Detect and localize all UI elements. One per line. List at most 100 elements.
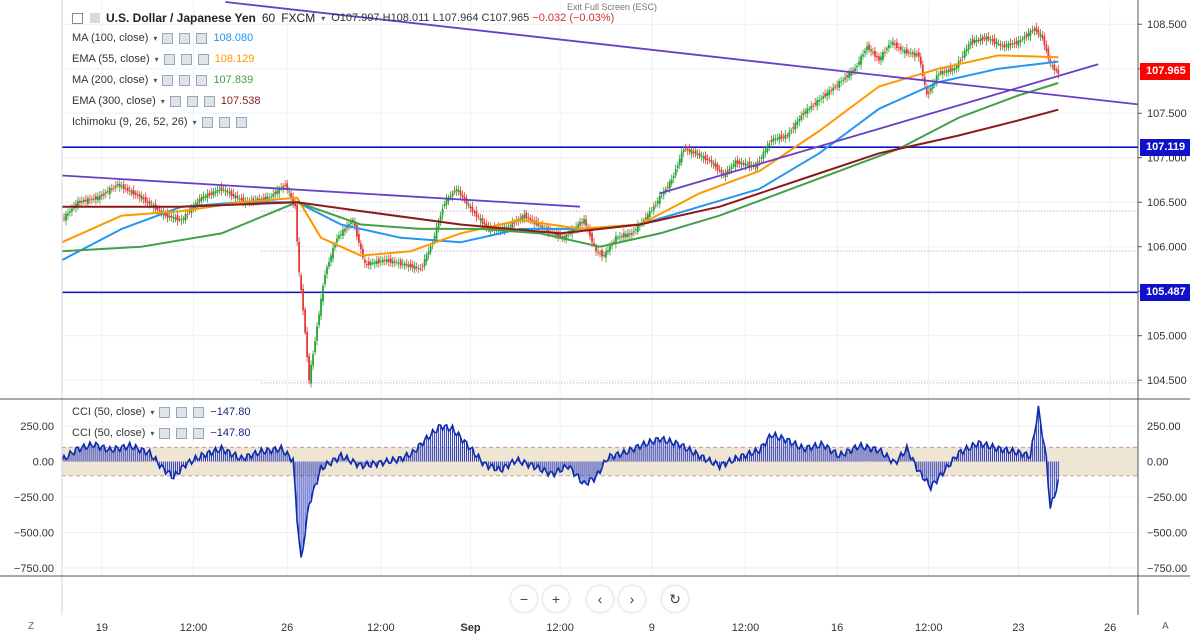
collapse-icon[interactable] <box>72 12 83 24</box>
settings-icon[interactable] <box>179 32 191 44</box>
settings-icon[interactable] <box>176 406 188 418</box>
corner-left-label[interactable]: Z <box>28 621 35 632</box>
horizontal-lines[interactable] <box>62 146 1138 294</box>
candle-body <box>619 236 621 238</box>
candle-body <box>328 262 330 267</box>
candle-body <box>959 59 962 61</box>
candle-body <box>613 241 615 243</box>
interval[interactable]: 60 <box>261 11 276 25</box>
candle-body <box>870 49 872 52</box>
eye-icon[interactable] <box>159 406 171 418</box>
candle-body <box>124 188 127 190</box>
settings-icon[interactable] <box>176 427 188 439</box>
cci-legend-label: CCI (50, close) <box>72 406 146 418</box>
axes <box>0 0 1190 615</box>
chevron-down-icon[interactable]: ▾ <box>153 33 158 43</box>
close-icon[interactable] <box>193 406 205 418</box>
candle-body <box>1025 34 1028 37</box>
candle-body <box>708 159 711 162</box>
legend-row[interactable]: Ichimoku (9, 26, 52, 26) ▾ <box>72 116 248 128</box>
candle-body <box>991 39 994 42</box>
candle-body <box>310 364 312 384</box>
eye-icon[interactable] <box>169 95 181 107</box>
candle-body <box>796 121 799 125</box>
candle-body <box>1031 30 1034 32</box>
candle-body <box>312 354 314 366</box>
chevron-down-icon[interactable]: ▾ <box>153 75 158 85</box>
trendlines[interactable] <box>61 1 1139 208</box>
settings-icon[interactable] <box>218 116 230 128</box>
candle-body <box>230 190 233 197</box>
symbol-name[interactable]: U.S. Dollar / Japanese Yen <box>106 11 256 25</box>
eye-icon[interactable] <box>163 53 175 65</box>
candle-body <box>786 135 789 137</box>
settings-icon[interactable] <box>186 95 198 107</box>
trendline <box>225 1 1139 106</box>
zoom-in-button[interactable]: + <box>543 586 569 612</box>
candle-body <box>897 47 900 49</box>
scroll-left-button[interactable]: ‹ <box>587 586 613 612</box>
x-tick-label: 19 <box>96 622 108 634</box>
eye-icon[interactable] <box>162 74 174 86</box>
candle-body <box>114 185 117 188</box>
candle-body <box>365 263 368 265</box>
chevron-down-icon[interactable]: ▾ <box>321 13 326 23</box>
eye-icon[interactable] <box>201 116 213 128</box>
close-icon[interactable] <box>196 74 208 86</box>
exit-fullscreen-hint[interactable]: Exit Full Screen (ESC) <box>567 2 658 12</box>
chevron-down-icon[interactable]: ▾ <box>150 428 155 438</box>
settings-icon[interactable] <box>179 74 191 86</box>
candle-body <box>525 212 528 219</box>
candle-body <box>607 250 609 252</box>
candle-body <box>603 255 605 257</box>
zoom-out-button[interactable]: − <box>511 586 537 612</box>
x-tick-label: 16 <box>831 622 843 634</box>
candle-body <box>527 217 530 219</box>
candle-body <box>262 198 265 200</box>
chevron-down-icon[interactable]: ▾ <box>160 96 165 106</box>
candle-body <box>475 211 478 217</box>
ma-series-line <box>61 82 1059 253</box>
candle-body <box>132 190 135 195</box>
close-icon[interactable] <box>235 116 247 128</box>
reset-chart-button[interactable]: ↻ <box>662 586 688 612</box>
candle-body <box>1057 69 1060 74</box>
chevron-down-icon[interactable]: ▾ <box>154 54 159 64</box>
cci-legend-row[interactable]: CCI (50, close) ▾ −147.80 <box>72 427 250 439</box>
candle-body <box>1045 44 1048 51</box>
candle-body <box>198 198 201 203</box>
legend-row[interactable]: EMA (300, close) ▾ 107.538 <box>72 95 261 107</box>
close-icon[interactable] <box>196 32 208 44</box>
candle-body <box>591 233 593 243</box>
candle-body <box>326 267 328 274</box>
candle-body <box>963 50 966 58</box>
candle-body <box>178 219 181 221</box>
candle-body <box>830 90 833 92</box>
eye-icon[interactable] <box>159 427 171 439</box>
legend-row[interactable]: MA (200, close) ▾ 107.839 <box>72 74 253 86</box>
candle-body <box>437 222 440 229</box>
candle-body <box>684 148 687 150</box>
candle-body <box>782 136 785 138</box>
settings-icon[interactable] <box>180 53 192 65</box>
chevron-down-icon[interactable]: ▾ <box>192 117 197 127</box>
candle-body <box>824 93 827 97</box>
close-icon[interactable] <box>193 427 205 439</box>
corner-right-label[interactable]: A <box>1162 621 1169 632</box>
candle-body <box>1029 30 1032 37</box>
candle-body <box>264 196 267 200</box>
candle-body <box>999 43 1002 46</box>
cci-legend-row[interactable]: CCI (50, close) ▾ −147.80 <box>72 406 250 418</box>
close-icon[interactable] <box>203 95 215 107</box>
legend-row[interactable]: MA (100, close) ▾ 108.080 <box>72 32 253 44</box>
chevron-down-icon[interactable]: ▾ <box>150 407 155 417</box>
eye-icon[interactable] <box>162 32 174 44</box>
candle-body <box>680 152 683 163</box>
close-icon[interactable] <box>197 53 209 65</box>
candle-body <box>1021 39 1024 41</box>
legend-row[interactable]: EMA (55, close) ▾ 108.129 <box>72 53 254 65</box>
x-tick-label: Sep <box>460 622 480 634</box>
scroll-right-button[interactable]: › <box>619 586 645 612</box>
candle-body <box>943 71 946 73</box>
